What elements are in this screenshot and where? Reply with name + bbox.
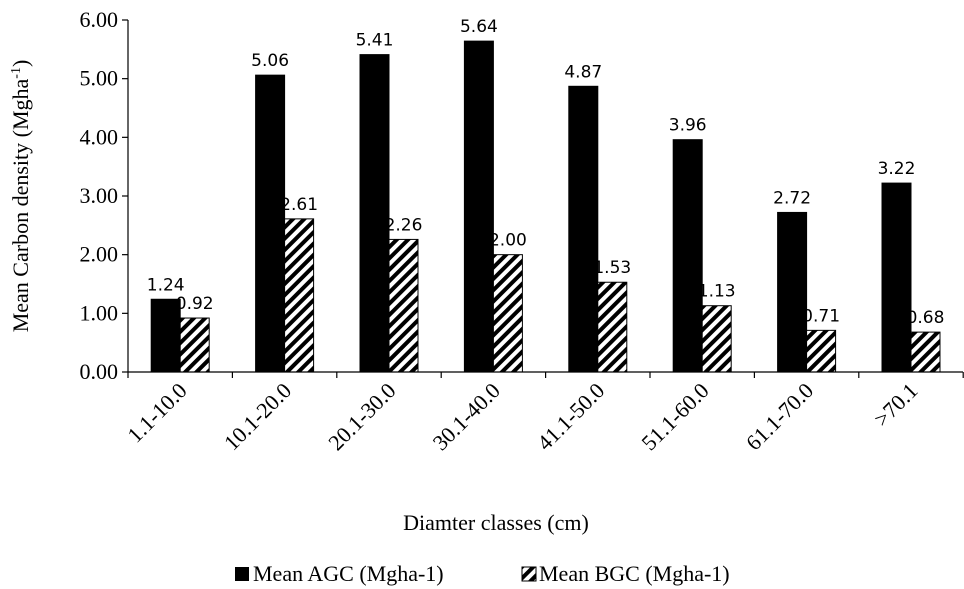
x-tick-label: >70.1: [869, 378, 923, 432]
data-label-bgc: 2.61: [280, 195, 318, 215]
data-label-agc: 4.87: [564, 62, 602, 82]
y-tick-label: 2.00: [80, 242, 119, 267]
y-axis-title: Mean Carbon density (Mgha-1): [8, 60, 33, 333]
legend: Mean AGC (Mgha-1) Mean BGC (Mgha-1): [235, 561, 730, 586]
data-label-bgc: 0.71: [802, 306, 840, 326]
data-label-agc: 3.96: [669, 116, 707, 136]
data-label-bgc: 2.00: [489, 231, 527, 251]
bar-agc: [881, 182, 912, 373]
data-label-agc: 1.24: [147, 275, 185, 295]
y-axis-title-close: ): [8, 60, 33, 67]
y-tick-label: 6.00: [80, 7, 119, 32]
y-axis-ticks: 0.00 1.00 2.00 3.00 4.00 5.00 6.00: [80, 7, 128, 384]
data-label-agc: 2.72: [773, 188, 811, 208]
x-tick-label: 10.1-20.0: [219, 378, 296, 455]
x-tick-label: 51.1-60.0: [636, 378, 713, 455]
y-tick-label: 1.00: [80, 300, 119, 325]
data-label-bgc: 2.26: [385, 215, 423, 235]
y-tick-label: 4.00: [80, 124, 119, 149]
x-axis-title: Diamter classes (cm): [403, 510, 589, 535]
data-label-bgc: 1.53: [593, 258, 631, 278]
data-label-bgc: 0.92: [176, 294, 214, 314]
data-label-agc: 5.64: [460, 17, 498, 37]
y-tick-label: 0.00: [80, 359, 119, 384]
data-label-bgc: 0.68: [907, 308, 945, 328]
bar-bgc: [597, 281, 628, 373]
x-tick-label: 41.1-50.0: [532, 378, 609, 455]
bar-bgc: [806, 329, 837, 373]
legend-label-bgc: Mean BGC (Mgha-1): [539, 561, 730, 586]
data-label-bgc: 1.13: [698, 282, 736, 302]
y-axis-title-superscript: -1: [9, 67, 24, 79]
data-label-agc: 5.41: [356, 31, 394, 51]
x-tick-label: 1.1-10.0: [122, 378, 192, 448]
bar-agc: [672, 139, 703, 373]
bar-agc: [463, 40, 494, 373]
x-tick-label: 20.1-30.0: [323, 378, 400, 455]
bar-agc: [568, 85, 599, 373]
legend-label-agc: Mean AGC (Mgha-1): [253, 561, 444, 586]
data-label-agc: 5.06: [251, 51, 289, 71]
bar-bgc: [284, 218, 315, 373]
bar-bgc: [910, 331, 941, 373]
legend-swatch-agc: [235, 567, 249, 581]
bar-bgc: [701, 305, 732, 373]
bar-bgc: [388, 238, 419, 373]
data-labels: 1.240.92 5.06 2.61 5.41 2.26 5.64 2.00 4.87 1.53…: [147, 17, 945, 328]
y-tick-label: 5.00: [80, 66, 119, 91]
data-label-agc: 3.22: [878, 159, 916, 179]
y-tick-label: 3.00: [80, 183, 119, 208]
x-axis-ticks: 1.1-10.0 10.1-20.0 20.1-30.0 30.1-40.0 41.1-…: [122, 372, 964, 455]
bar-bgc: [179, 317, 210, 373]
y-axis-title-main: Mean Carbon density (Mgha: [8, 78, 33, 332]
x-tick-label: 30.1-40.0: [428, 378, 505, 455]
bar-agc: [359, 54, 390, 373]
bar-agc: [777, 211, 808, 373]
bar-agc: [255, 74, 286, 373]
x-tick-label: 61.1-70.0: [741, 378, 818, 455]
legend-swatch-bgc: [521, 566, 537, 582]
bars: [150, 40, 941, 373]
bar-bgc: [492, 254, 523, 373]
